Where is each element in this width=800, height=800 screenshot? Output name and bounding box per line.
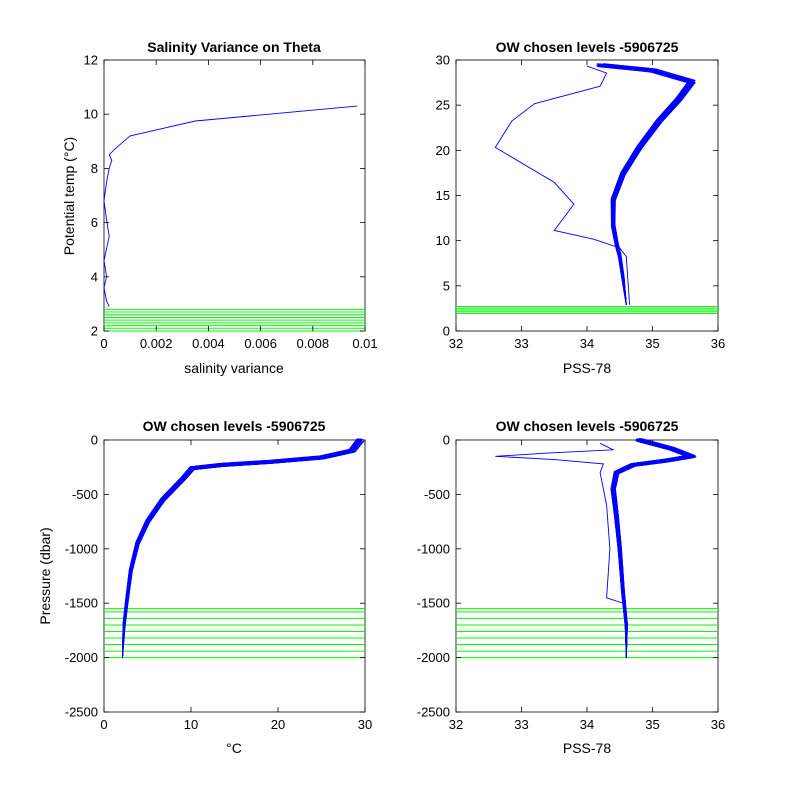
plot-area [455,439,719,713]
x-tick-label: 34 [580,336,594,351]
y-tick-label: 10 [84,107,98,122]
plot-marks: 32 33 34 35 36 -2500 -2000 -1500 -1000 -500 0 [417,433,725,733]
plot-area [103,59,366,332]
y-tick-label: 15 [436,188,450,203]
profile-line [612,441,693,658]
y-tick-label: -1000 [65,541,98,556]
chart-title: OW chosen levels -5906725 [496,418,679,434]
y-axis-label: Potential temp (°C) [61,137,77,255]
y-tick-label: 5 [443,278,450,293]
outlier-profile-line [494,65,631,305]
panel-salinity-pressure: OW chosen levels -5906725 PSS-78 32 33 34 3… [417,418,725,756]
chart-title: OW chosen levels -5906725 [496,39,679,55]
outlier-profile-line [495,442,627,615]
chart-title: Salinity Variance on Theta [147,39,321,55]
panel-temperature-pressure: OW chosen levels -5906725 °C Pressure (d… [37,418,372,756]
y-tick-label: -500 [72,487,98,502]
x-axis-label: PSS-78 [563,740,611,756]
x-tick-label: 10 [184,717,198,732]
y-tick-label: 8 [91,161,98,176]
y-tick-label: -2500 [65,705,98,720]
y-tick-label: 30 [436,53,450,68]
y-tick-label: -2000 [417,650,450,665]
x-tick-label: 0 [100,717,107,732]
y-axis-label: Pressure (dbar) [37,527,53,624]
profile-line [122,438,362,658]
profile-line [614,440,697,658]
y-tick-label: -1000 [417,541,450,556]
x-tick-label: 20 [271,717,285,732]
y-tick-label: -500 [424,487,450,502]
x-tick-label: 0.006 [244,336,277,351]
y-tick-label: 20 [436,143,450,158]
x-tick-label: 35 [645,336,659,351]
x-axis-label: salinity variance [184,360,284,376]
x-tick-label: 33 [514,336,528,351]
x-tick-label: 0.008 [297,336,330,351]
y-tick-label: 0 [443,324,450,339]
x-tick-label: 0.01 [352,336,377,351]
x-tick-label: 0.004 [192,336,225,351]
x-tick-label: 32 [449,336,463,351]
chart-title: OW chosen levels -5906725 [143,418,326,434]
y-tick-label: 0 [443,433,450,448]
y-tick-label: 0 [91,433,98,448]
y-tick-label: 2 [91,324,98,339]
x-tick-label: 34 [580,717,594,732]
outlier-profile-line [103,105,358,307]
x-tick-label: 0 [100,336,107,351]
y-tick-label: -1500 [65,596,98,611]
plot-marks: 0 0.002 0.004 0.006 0.008 0.01 2 4 6 8 10 12 [84,53,378,352]
x-tick-label: 33 [514,717,528,732]
x-tick-label: 35 [645,717,659,732]
x-tick-label: 36 [711,336,725,351]
x-tick-label: 32 [449,717,463,732]
x-axis-label: °C [226,740,242,756]
y-tick-label: 4 [91,269,98,284]
y-tick-label: 6 [91,215,98,230]
y-tick-label: 25 [436,98,450,113]
y-tick-label: 12 [84,53,98,68]
x-tick-label: 0.002 [140,336,173,351]
panel-theta-salinity: OW chosen levels -5906725 PSS-78 32 33 34 3… [436,39,726,376]
y-tick-label: -1500 [417,596,450,611]
panel-salinity-variance: Salinity Variance on Theta salinity vari… [61,39,378,376]
y-tick-label: -2000 [65,650,98,665]
x-axis-label: PSS-78 [563,360,611,376]
y-tick-label: 10 [436,233,450,248]
y-tick-label: -2500 [417,705,450,720]
profile-line [602,64,695,305]
profile-line [598,63,691,305]
plot-area [103,439,366,713]
plot-marks: 32 33 34 35 36 0 5 10 15 20 25 30 [436,53,726,352]
x-tick-label: 36 [711,717,725,732]
profile-line [122,439,358,658]
plot-marks: 0 10 20 30 -2500 -2000 -1500 -1000 -500 0 [65,433,372,733]
x-tick-label: 30 [358,717,372,732]
